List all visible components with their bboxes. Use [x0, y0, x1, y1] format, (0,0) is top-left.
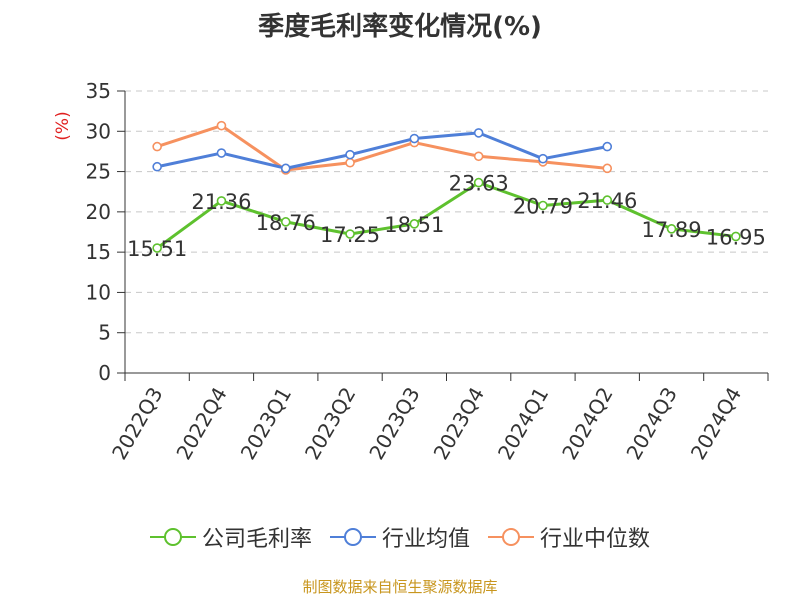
data-point [538, 200, 548, 211]
x-tick-label: 2023Q4 [429, 383, 489, 464]
x-tick-label: 2024Q3 [621, 383, 681, 464]
series-line [156, 124, 608, 172]
data-label: 18.51 [384, 213, 444, 237]
data-point [280, 217, 291, 227]
data-label: 20.79 [513, 194, 573, 218]
data-point [345, 157, 355, 168]
y-tick-label: 0 [98, 361, 111, 385]
y-tick-label: 20 [86, 200, 111, 224]
data-point [152, 141, 162, 152]
y-tick-label: 15 [86, 240, 111, 264]
x-tick-label: 2023Q1 [236, 383, 296, 464]
data-label: 23.63 [449, 172, 509, 196]
x-tick-label: 2024Q4 [686, 383, 746, 464]
legend-item[interactable]: 行业均值 [329, 521, 470, 553]
legend-line-marker-icon [149, 528, 196, 546]
legend-marker [163, 528, 182, 546]
y-axis-label: (%) [53, 111, 73, 140]
legend-marker [502, 528, 520, 546]
x-tick-label: 2023Q2 [300, 383, 360, 464]
x-tick-label: 2024Q2 [557, 383, 617, 464]
series-line [156, 181, 737, 250]
data-point [152, 243, 162, 253]
data-point [602, 195, 613, 205]
data-label: 16.95 [706, 225, 766, 249]
data-point [602, 163, 613, 174]
x-tick-label: 2023Q3 [364, 383, 424, 464]
data-point [666, 224, 677, 234]
legend-line-marker-icon [488, 528, 534, 546]
data-label: 15.51 [127, 237, 187, 261]
series-lines [152, 120, 741, 253]
data-point [152, 161, 162, 172]
data-point [602, 141, 613, 152]
data-label: 21.46 [577, 189, 637, 213]
footer-source: 制图数据来自恒生聚源数据库 [302, 578, 498, 596]
legend-item[interactable]: 公司毛利率 [149, 521, 312, 553]
legend-marker [343, 528, 362, 546]
data-point [473, 151, 484, 162]
series-line [156, 131, 608, 170]
x-tick-label: 2022Q3 [107, 383, 167, 464]
y-tick-label: 10 [86, 280, 111, 304]
legend-label: 公司毛利率 [201, 527, 312, 552]
data-point [409, 219, 420, 229]
data-point [216, 148, 227, 158]
y-tick-label: 5 [98, 321, 111, 345]
data-label: 18.76 [256, 211, 316, 235]
data-point [409, 133, 420, 144]
data-point [216, 120, 227, 131]
chart-title: 季度毛利率变化情况(%) [258, 12, 542, 42]
x-tick-label: 2022Q4 [171, 383, 231, 464]
legend-line-marker-icon [329, 528, 376, 546]
x-tick-label: 2024Q1 [493, 383, 553, 464]
data-point [473, 128, 484, 138]
data-label: 21.36 [191, 190, 251, 214]
data-label: 17.25 [320, 223, 380, 247]
y-tick-label: 30 [86, 119, 111, 143]
y-tick-label: 35 [86, 79, 111, 103]
data-point [216, 196, 227, 206]
y-tick-label: 25 [86, 160, 111, 184]
legend-item[interactable]: 行业中位数 [488, 521, 650, 553]
legend-label: 行业均值 [381, 527, 470, 552]
legend-label: 行业中位数 [540, 527, 651, 552]
data-label: 17.89 [641, 218, 701, 242]
data-point [473, 177, 484, 188]
data-point [345, 229, 355, 239]
data-point [731, 231, 741, 242]
data-point [345, 149, 355, 160]
data-point [538, 153, 548, 164]
legend: 公司毛利率 行业均值 行业中位数 [0, 520, 800, 554]
data-point [280, 163, 291, 174]
grid-lines [125, 90, 768, 334]
